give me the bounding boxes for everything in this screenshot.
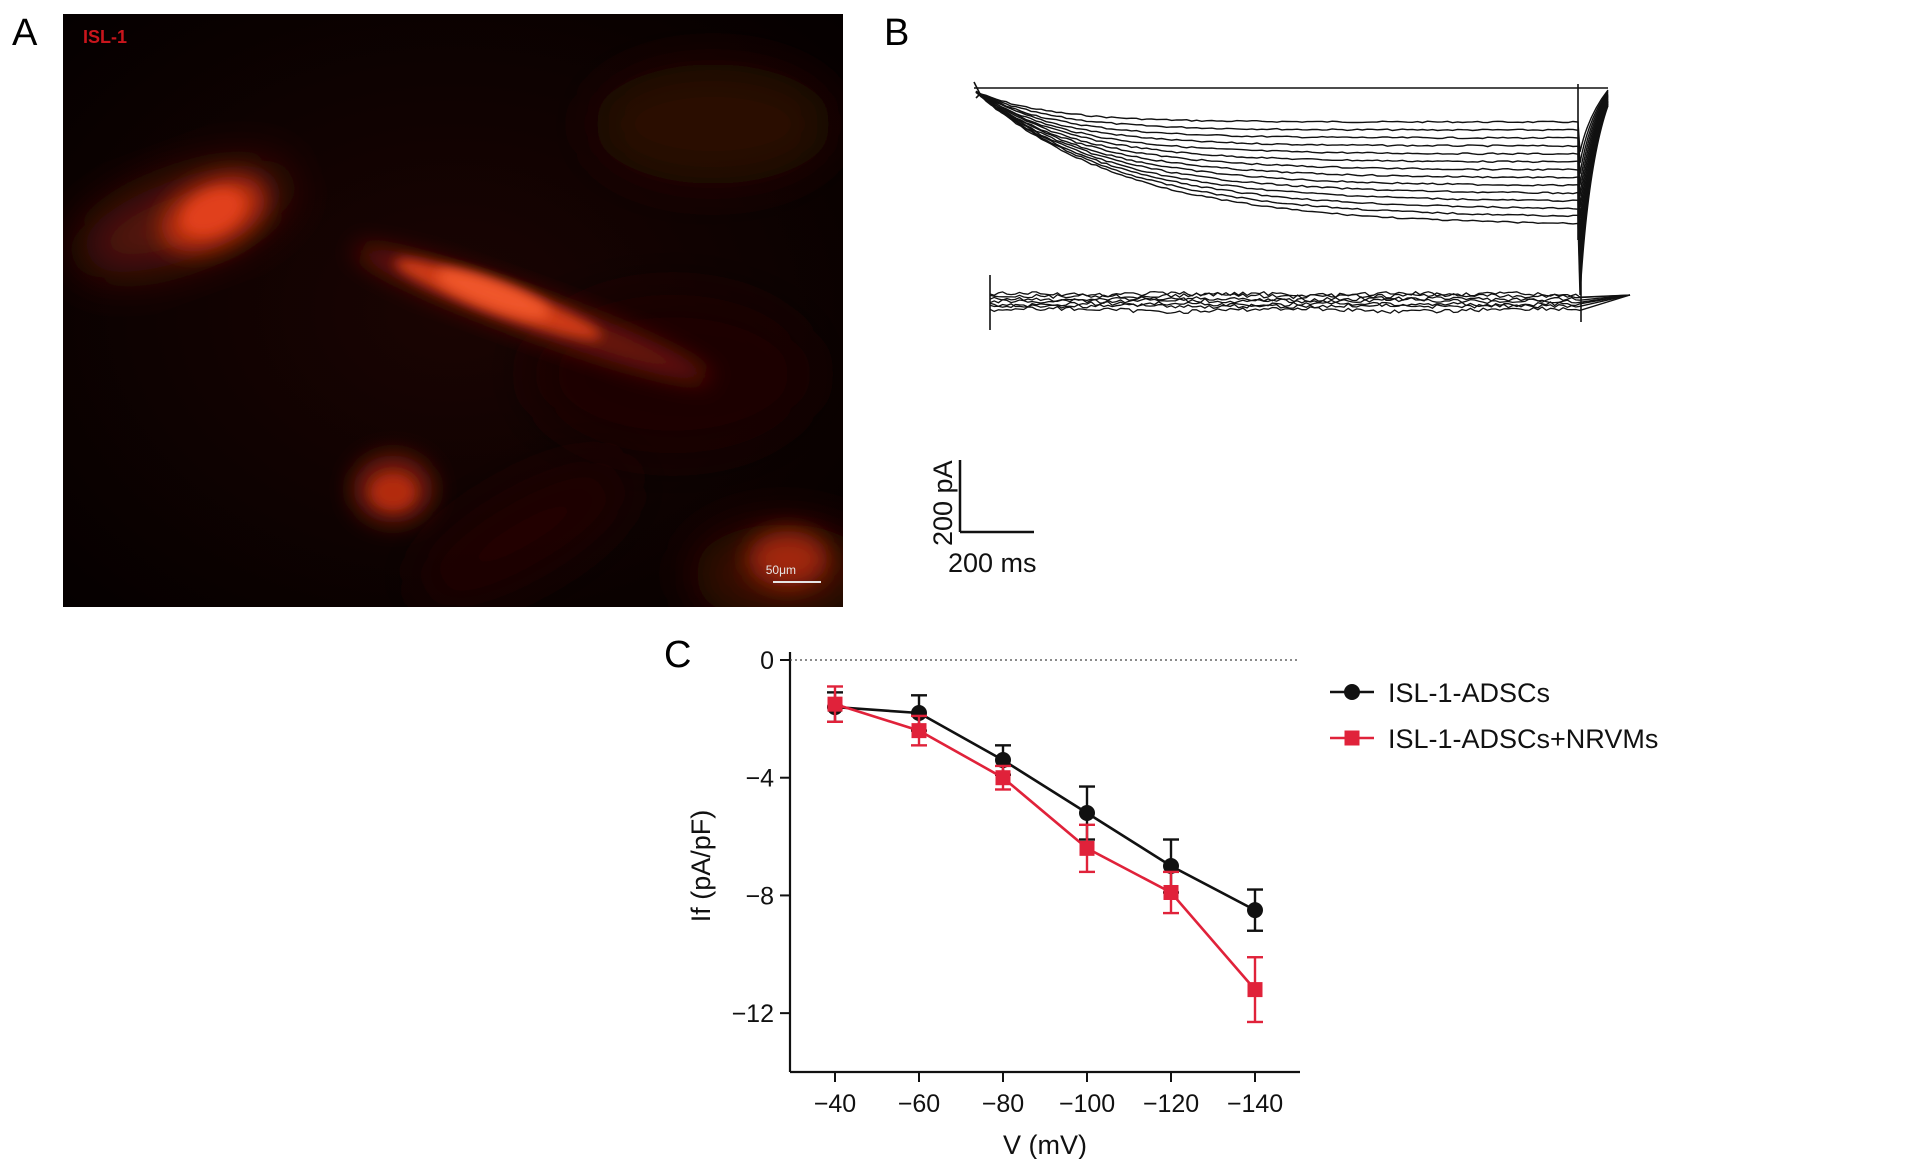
legend-item: ISL-1-ADSCs+NRVMs bbox=[1330, 724, 1658, 754]
current-trace bbox=[975, 91, 1609, 241]
x-tick-label: −120 bbox=[1143, 1090, 1199, 1118]
series-line bbox=[834, 702, 1256, 991]
current-trace bbox=[975, 91, 1609, 175]
control-trace bbox=[989, 294, 1631, 305]
control-trace bbox=[989, 291, 1631, 299]
x-tick-label: −60 bbox=[898, 1090, 940, 1118]
data-point bbox=[1247, 982, 1263, 998]
current-trace bbox=[975, 90, 1609, 230]
control-traces bbox=[989, 275, 1631, 330]
scale-bar-label: 50μm bbox=[765, 563, 796, 577]
panel-letter-a: A bbox=[12, 12, 38, 54]
scale-bar bbox=[773, 581, 821, 583]
traces-plot: 200 pA 200 ms bbox=[930, 81, 1631, 578]
micrograph-image bbox=[63, 14, 843, 607]
axes: 0 −4 −8 −12 −40 −60 −80 −100 −120 −140 bbox=[732, 647, 1300, 1118]
series-2 bbox=[827, 685, 1263, 1024]
panel-letter-b: B bbox=[884, 12, 910, 54]
control-trace bbox=[989, 294, 1631, 309]
current-trace bbox=[975, 91, 1609, 197]
series-line bbox=[834, 705, 1256, 912]
x-tick-label: −40 bbox=[814, 1090, 856, 1118]
current-trace bbox=[975, 91, 1609, 263]
data-point bbox=[1079, 840, 1095, 856]
data-point bbox=[1247, 902, 1263, 919]
hyperpolarization-traces bbox=[973, 81, 1609, 296]
legend-item: ISL-1-ADSCs bbox=[1330, 678, 1550, 708]
legend-marker bbox=[1344, 730, 1360, 746]
x-axis-label: V (mV) bbox=[1003, 1130, 1087, 1159]
series-layer bbox=[827, 685, 1263, 1024]
current-trace bbox=[975, 91, 1609, 219]
current-trace bbox=[975, 90, 1609, 164]
scale-x-label: 200 ms bbox=[948, 548, 1037, 578]
current-traces: 200 pA 200 ms bbox=[930, 80, 1910, 580]
iv-chart: 0 −4 −8 −12 −40 −60 −80 −100 −120 −140 ISL-1-ADSC… bbox=[650, 620, 1710, 1159]
current-trace bbox=[975, 91, 1609, 274]
capacitive-transient bbox=[973, 81, 981, 99]
control-trace bbox=[989, 294, 1631, 315]
y-tick-label: −4 bbox=[745, 765, 774, 793]
fluorescence-micrograph: ISL-1 50μm bbox=[63, 14, 843, 607]
y-tick-label: 0 bbox=[760, 647, 774, 675]
legend-label: ISL-1-ADSCs+NRVMs bbox=[1388, 724, 1658, 754]
data-point bbox=[827, 696, 843, 712]
current-trace bbox=[975, 91, 1609, 296]
scale-y-label: 200 pA bbox=[930, 460, 958, 546]
y-tick-label: −12 bbox=[732, 1000, 774, 1028]
y-tick-label: −8 bbox=[745, 882, 774, 910]
current-trace bbox=[975, 91, 1609, 252]
panel-letter-c: C bbox=[664, 634, 692, 676]
current-trace bbox=[975, 91, 1609, 285]
data-point bbox=[995, 770, 1011, 786]
y-axis-label: If (pA/pF) bbox=[686, 810, 716, 923]
data-point bbox=[1163, 884, 1179, 900]
legend-label: ISL-1-ADSCs bbox=[1388, 678, 1550, 708]
current-trace bbox=[975, 90, 1609, 208]
legend: ISL-1-ADSCs ISL-1-ADSCs+NRVMs bbox=[1330, 678, 1658, 754]
iv-chart-svg: 0 −4 −8 −12 −40 −60 −80 −100 −120 −140 ISL-1-ADSC… bbox=[686, 647, 1658, 1159]
control-trace bbox=[989, 290, 1631, 300]
current-trace bbox=[975, 89, 1609, 153]
control-trace bbox=[989, 294, 1631, 304]
stain-label: ISL-1 bbox=[83, 27, 128, 47]
data-point bbox=[995, 752, 1011, 769]
data-point bbox=[911, 723, 927, 739]
data-point bbox=[1079, 805, 1095, 822]
x-tick-label: −140 bbox=[1227, 1090, 1283, 1118]
legend-marker bbox=[1344, 684, 1360, 700]
data-point bbox=[1163, 858, 1179, 874]
x-tick-label: −80 bbox=[982, 1090, 1024, 1118]
x-tick-label: −100 bbox=[1059, 1090, 1115, 1118]
current-trace bbox=[975, 91, 1609, 186]
